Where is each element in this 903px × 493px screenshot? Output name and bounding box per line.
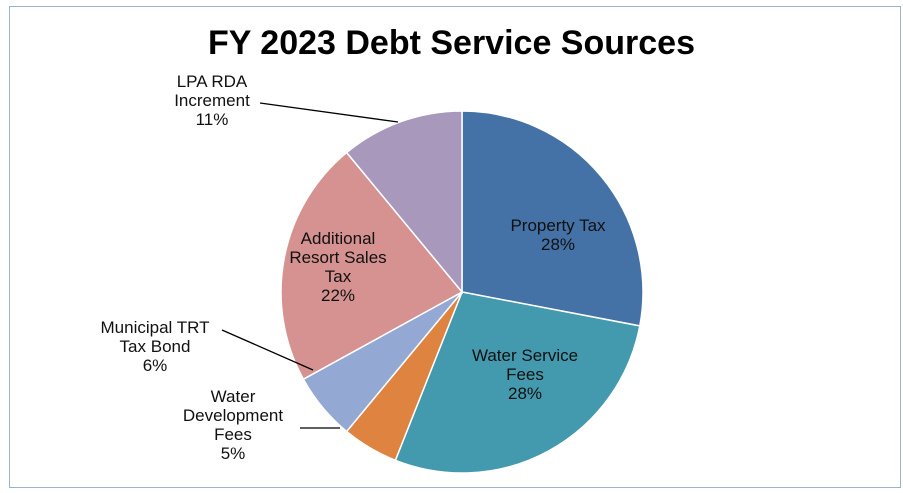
data-label-lpa-rda-increment: LPA RDA Increment 11%: [174, 72, 250, 129]
pie-slice-additional-resort-sales-tax: [280, 151, 464, 381]
data-label-municipal-trt-tax-bond: Municipal TRT Tax Bond 6%: [101, 318, 210, 375]
data-label-water-development-fees: Water Development Fees 5%: [183, 387, 283, 463]
data-label-water-service-fees: Water Service Fees 28%: [472, 346, 578, 403]
leader-line-lpa-rda-increment: [259, 102, 399, 123]
pie-slice-property-tax: [461, 110, 644, 327]
chart-frame: [9, 6, 901, 488]
leader-line-municipal-trt-tax-bond: [221, 329, 314, 371]
data-label-property-tax: Property Tax 28%: [510, 216, 606, 254]
data-label-additional-resort-sales-tax: Additional Resort Sales Tax 22%: [289, 229, 386, 305]
pie-slice-lpa-rda-increment: [345, 110, 463, 295]
chart-title: FY 2023 Debt Service Sources: [208, 24, 695, 62]
pie-slice-water-service-fees: [394, 291, 641, 474]
